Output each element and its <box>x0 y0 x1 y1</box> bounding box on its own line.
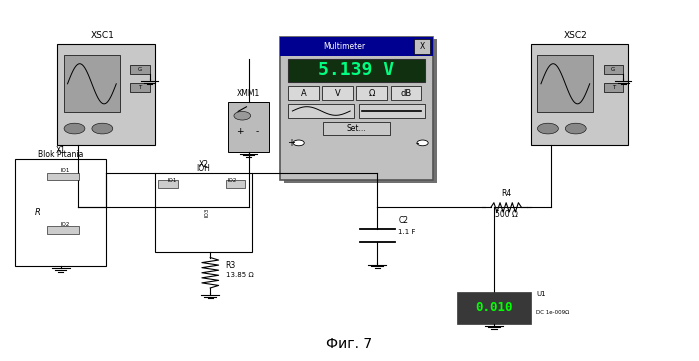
Text: R: R <box>35 208 41 217</box>
Text: Фиг. 7: Фиг. 7 <box>326 337 373 351</box>
Bar <box>288 59 425 82</box>
Bar <box>284 39 437 183</box>
Text: IO2: IO2 <box>228 178 237 183</box>
Bar <box>604 83 623 92</box>
Text: -: - <box>255 127 259 136</box>
Bar <box>154 173 252 252</box>
Text: T: T <box>612 85 615 90</box>
Text: Multimeter: Multimeter <box>323 42 366 51</box>
Bar <box>538 55 593 112</box>
Text: XMM1: XMM1 <box>237 89 260 98</box>
Circle shape <box>64 123 85 134</box>
Bar <box>288 86 319 100</box>
Bar <box>15 159 106 266</box>
Bar <box>288 104 354 118</box>
Text: Blok Pitania: Blok Pitania <box>38 150 83 159</box>
Text: U1: U1 <box>536 291 546 297</box>
Circle shape <box>565 123 586 134</box>
Text: IO1: IO1 <box>167 178 177 183</box>
Bar <box>604 65 623 74</box>
Circle shape <box>538 123 559 134</box>
Text: R4: R4 <box>501 189 511 198</box>
Text: X1: X1 <box>55 145 66 155</box>
Circle shape <box>234 112 251 120</box>
Bar <box>64 55 120 112</box>
Text: +: + <box>236 127 244 136</box>
Bar <box>359 104 425 118</box>
Bar <box>280 37 433 180</box>
Text: Ω: Ω <box>368 88 375 97</box>
Bar <box>322 86 353 100</box>
Bar <box>280 37 433 56</box>
Text: 0.010: 0.010 <box>475 301 512 314</box>
Text: G: G <box>138 67 142 72</box>
Text: IO3: IO3 <box>204 208 209 217</box>
Bar <box>226 180 245 188</box>
Bar <box>57 44 154 145</box>
Text: -: - <box>416 138 419 148</box>
Bar <box>531 44 628 145</box>
Bar <box>323 122 390 135</box>
Bar <box>228 102 269 152</box>
Text: V: V <box>335 88 340 97</box>
Circle shape <box>293 140 304 146</box>
Bar <box>391 86 421 100</box>
Bar <box>130 83 150 92</box>
Text: XSC1: XSC1 <box>90 31 114 40</box>
Text: R3: R3 <box>226 261 236 270</box>
Text: 1.1 F: 1.1 F <box>398 229 416 235</box>
Bar <box>457 292 531 324</box>
Text: DC 1e-009Ω: DC 1e-009Ω <box>536 310 570 315</box>
Bar <box>158 180 178 188</box>
Text: C2: C2 <box>398 217 408 226</box>
Bar <box>47 226 79 234</box>
Text: IO1: IO1 <box>60 168 70 173</box>
Bar <box>130 65 150 74</box>
Text: 500 Ω: 500 Ω <box>495 210 517 219</box>
Circle shape <box>92 123 113 134</box>
Circle shape <box>417 140 428 146</box>
Text: IOH: IOH <box>196 164 210 173</box>
Text: T: T <box>138 85 142 90</box>
Text: dB: dB <box>401 88 412 97</box>
Text: XSC2: XSC2 <box>564 31 588 40</box>
Text: G: G <box>611 67 616 72</box>
Text: 5.139 V: 5.139 V <box>319 61 394 79</box>
Bar <box>415 39 431 55</box>
Bar <box>47 173 79 180</box>
Text: A: A <box>301 88 306 97</box>
Text: 13.85 Ω: 13.85 Ω <box>226 272 253 278</box>
Text: X2: X2 <box>199 160 208 169</box>
Text: X: X <box>419 42 425 51</box>
Text: Set...: Set... <box>347 124 366 133</box>
Bar <box>356 86 387 100</box>
Text: IO2: IO2 <box>60 222 70 227</box>
Text: +: + <box>287 138 295 148</box>
